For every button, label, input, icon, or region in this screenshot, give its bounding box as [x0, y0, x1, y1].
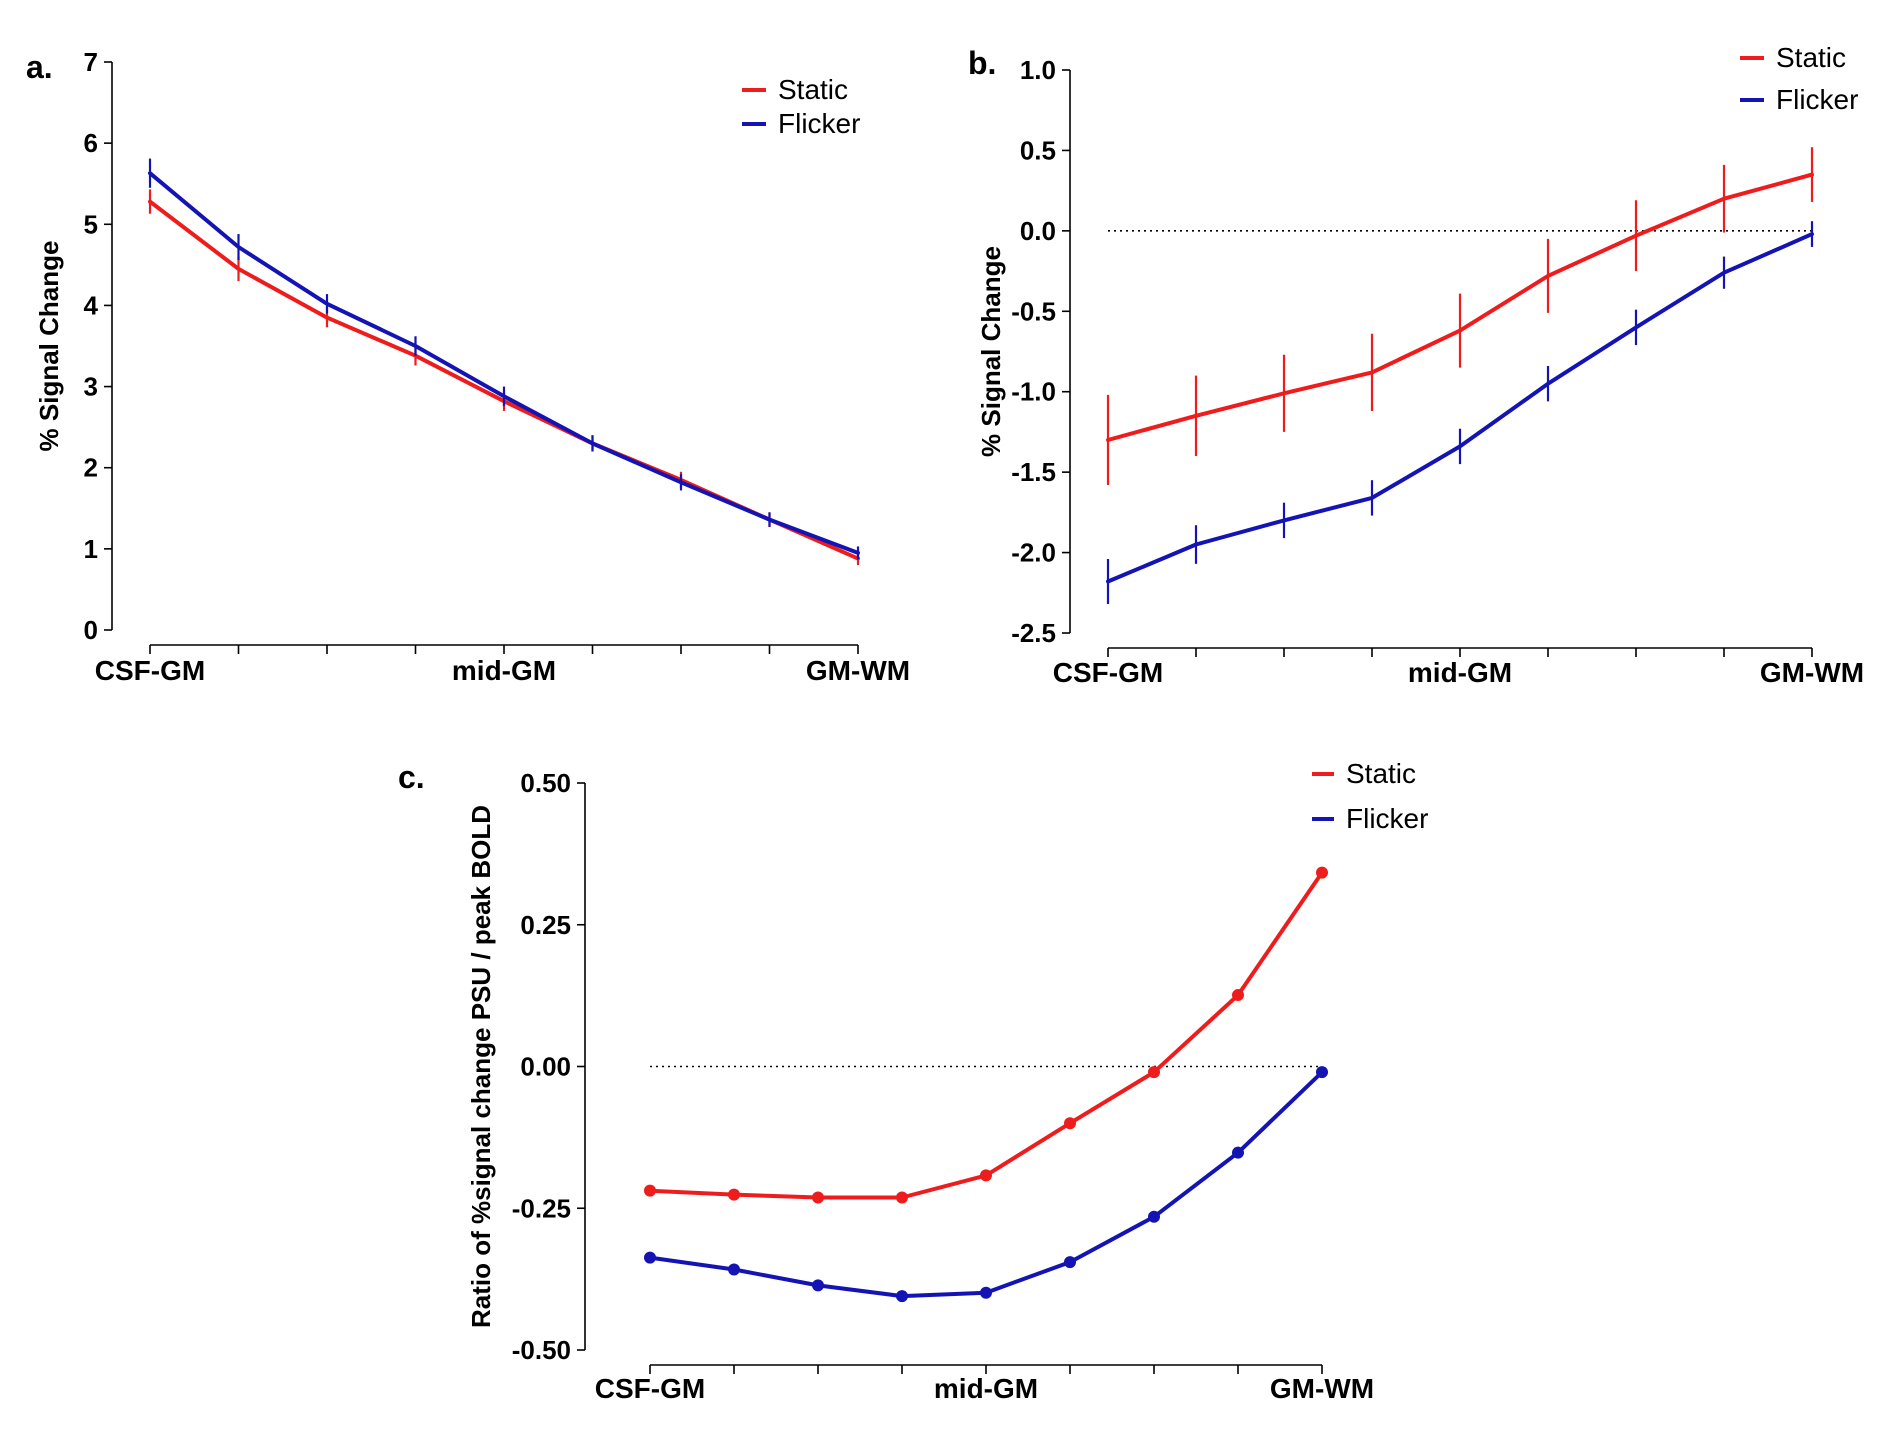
data-point	[812, 1279, 824, 1292]
y-tick-label: 0.0	[1020, 216, 1056, 246]
data-point	[1064, 1256, 1076, 1269]
y-tick-label: -0.25	[512, 1193, 571, 1223]
x-category-label: GM-WM	[1760, 657, 1864, 688]
data-point	[980, 1169, 992, 1182]
legend-label-static: Static	[1776, 42, 1846, 73]
y-tick-label: 0.00	[520, 1052, 571, 1082]
y-axis-title: Ratio of %signal change PSU / peak BOLD	[466, 805, 496, 1328]
y-tick-label: -0.50	[512, 1335, 571, 1365]
data-point	[896, 1191, 908, 1204]
x-category-label: GM-WM	[806, 655, 910, 686]
panel-letter: b.	[968, 45, 996, 81]
y-tick-label: -0.5	[1011, 296, 1056, 326]
legend-label-static: Static	[778, 74, 848, 105]
y-tick-label: -2.5	[1011, 618, 1056, 648]
series-flicker	[644, 1066, 1328, 1303]
x-category-label: mid-GM	[1408, 657, 1512, 688]
y-axis-title: % Signal Change	[976, 246, 1006, 457]
y-tick-label: 6	[84, 128, 98, 158]
x-category-label: mid-GM	[934, 1373, 1038, 1404]
data-point	[1316, 866, 1328, 879]
y-tick-label: 4	[84, 290, 99, 320]
series-line	[148, 171, 860, 555]
series-line	[1106, 232, 1814, 584]
legend-label-flicker: Flicker	[1346, 803, 1428, 834]
data-point	[728, 1263, 740, 1276]
data-point	[1148, 1210, 1160, 1223]
series-line	[648, 1070, 1324, 1299]
panel-letter: a.	[26, 49, 53, 85]
series-static	[1106, 147, 1814, 486]
data-point	[1232, 989, 1244, 1002]
data-point	[1316, 1066, 1328, 1079]
y-axis-title: % Signal Change	[34, 241, 64, 452]
y-tick-label: -1.0	[1011, 377, 1056, 407]
y-tick-label: 1.0	[1020, 55, 1056, 85]
data-point	[812, 1191, 824, 1204]
data-point	[728, 1188, 740, 1201]
data-point	[896, 1290, 908, 1303]
data-point	[980, 1286, 992, 1299]
series-static	[148, 189, 860, 566]
legend-label-static: Static	[1346, 758, 1416, 789]
y-tick-label: -2.0	[1011, 538, 1056, 568]
y-tick-label: -1.5	[1011, 457, 1056, 487]
data-point	[1064, 1117, 1076, 1130]
legend-label-flicker: Flicker	[778, 108, 860, 139]
legend-label-flicker: Flicker	[1776, 84, 1858, 115]
y-tick-label: 0.5	[1020, 135, 1056, 165]
data-point	[1148, 1066, 1160, 1079]
series-line	[1106, 172, 1814, 442]
y-tick-label: 1	[84, 534, 98, 564]
y-tick-label: 0.25	[520, 910, 571, 940]
series-line	[148, 199, 860, 561]
legend: Static Flicker	[1740, 42, 1858, 115]
data-point	[644, 1251, 656, 1264]
panel-b: b. -2.5 -2.0 -1.5 -1.0 -0.5 0.0 0.5 1.0 % Signal …	[968, 42, 1864, 688]
series-line	[648, 870, 1324, 1200]
y-tick-label: 2	[84, 453, 98, 483]
series-flicker	[148, 158, 860, 560]
legend: Static Flicker	[1312, 758, 1428, 834]
x-category-label: CSF-GM	[1053, 657, 1163, 688]
panel-letter: c.	[398, 759, 425, 795]
x-category-label: CSF-GM	[595, 1373, 705, 1404]
y-tick-label: 5	[84, 209, 98, 239]
x-category-label: GM-WM	[1270, 1373, 1374, 1404]
x-category-label: mid-GM	[452, 655, 556, 686]
panel-c: c. -0.50 -0.25 0.00 0.25 0.50 Ratio of %signal…	[398, 758, 1428, 1404]
x-category-label: CSF-GM	[95, 655, 205, 686]
y-tick-label: 0	[84, 615, 98, 645]
panel-a: a. 0 1 2 3 4 5 6 7 % Signal Change CSF-GM mid-GM GM-…	[26, 47, 910, 686]
data-point	[1232, 1146, 1244, 1159]
y-tick-label: 7	[84, 47, 98, 77]
data-point	[644, 1184, 656, 1197]
series-flicker	[1106, 221, 1814, 605]
y-tick-label: 0.50	[520, 768, 571, 798]
y-tick-label: 3	[84, 372, 98, 402]
series-static	[644, 866, 1328, 1204]
